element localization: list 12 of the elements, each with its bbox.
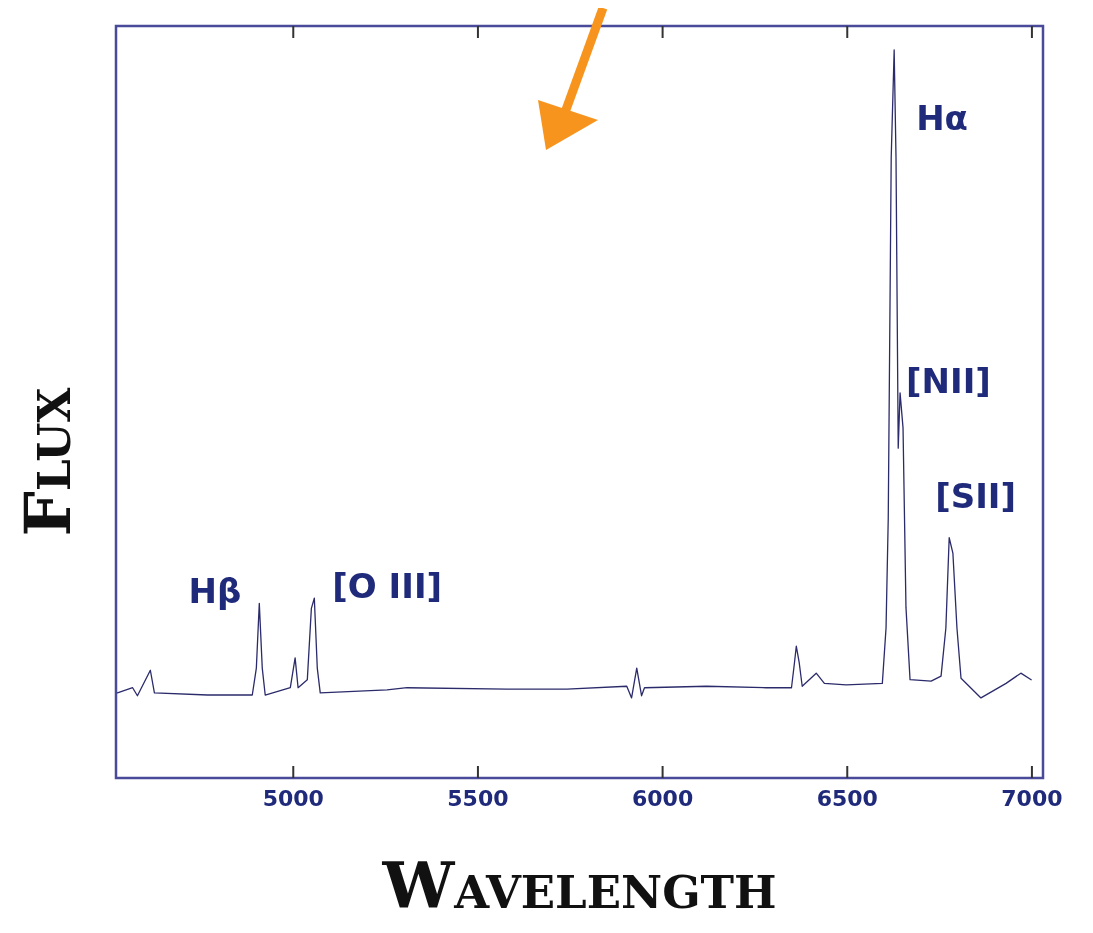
annotation: Hβ [188,571,242,612]
x-tick-label: 7000 [1001,786,1063,811]
x-tick-label: 6000 [631,786,694,811]
annotation: Hα [916,98,968,138]
annotation: [SII] [935,475,1017,516]
x-tick-label: 5000 [262,786,324,811]
annotation: [O III] [332,566,443,607]
x-tick-label: 6500 [816,786,878,811]
y-axis-title: Flux [10,387,85,537]
x-tick-label: 5500 [447,786,509,811]
x-axis-title: Wavelength [381,848,777,923]
annotation: [NII] [906,360,991,401]
